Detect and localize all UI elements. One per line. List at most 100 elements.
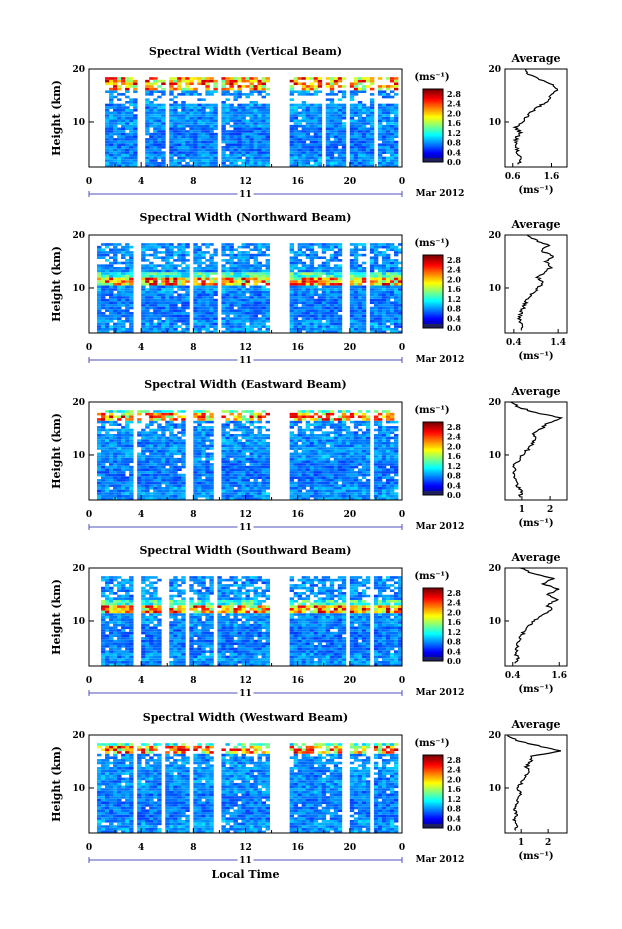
heatmap-cell [349, 304, 355, 307]
heatmap-cell [137, 484, 142, 487]
heatmap-cell [109, 261, 114, 265]
heatmap-cell [393, 151, 399, 154]
heatmap-cell [193, 410, 198, 413]
heatmap-cell [117, 489, 122, 493]
heatmap-cell [109, 412, 114, 416]
colorbar-swatch [423, 286, 443, 289]
heatmap-cell [357, 108, 363, 112]
heatmap-cell [101, 471, 106, 474]
heatmap-cell [161, 327, 166, 331]
heatmap-cell [225, 436, 230, 440]
heatmap-cell [189, 116, 194, 120]
heatmap-cell [201, 122, 206, 125]
heatmap-cell [213, 304, 218, 307]
heatmap-cell [121, 428, 126, 432]
heatmap-cell [145, 298, 150, 302]
heatmap-cell [245, 138, 250, 141]
colorbar-swatch [423, 146, 443, 148]
heatmap-cell [245, 468, 250, 472]
heatmap-cell [317, 108, 323, 112]
heatmap-cell [197, 114, 202, 117]
heatmap-cell [197, 264, 202, 267]
heatmap-cell [249, 85, 254, 88]
heatmap-cell [165, 447, 170, 450]
heatmap-cell [117, 455, 122, 458]
heatmap-cell [157, 473, 162, 477]
colorbar-swatch [423, 263, 443, 266]
heatmap-cell [213, 140, 218, 144]
heatmap-cell [153, 439, 158, 442]
heatmap-cell [213, 87, 218, 91]
heatmap-cell [193, 309, 198, 312]
heatmap-cell [201, 108, 206, 112]
heatmap-cell [205, 327, 210, 331]
heatmap-cell [337, 272, 343, 275]
heatmap-cell [145, 426, 150, 429]
heatmap-cell [245, 486, 250, 490]
heatmap-cell [305, 272, 311, 275]
heatmap-cell [225, 420, 230, 424]
heatmap-cell [193, 439, 198, 442]
heatmap-cell [233, 298, 238, 302]
heatmap-cell [301, 108, 307, 112]
colorbar-swatch [423, 297, 443, 300]
heatmap-cell [221, 497, 226, 501]
heatmap-cell [185, 327, 190, 331]
heatmap-cell [317, 119, 323, 123]
heatmap-cell [245, 471, 250, 474]
heatmap-cell [245, 457, 250, 461]
heatmap-cell [265, 325, 270, 328]
heatmap-cell [225, 314, 230, 318]
heatmap-cell [193, 301, 198, 305]
heatmap-cell [177, 82, 182, 86]
heatmap-cell [193, 114, 198, 117]
heatmap-cell [297, 122, 303, 125]
heatmap-cell [209, 486, 214, 490]
heatmap-cell [205, 148, 210, 152]
heatmap-cell [377, 159, 383, 162]
heatmap-cell [381, 264, 387, 267]
heatmap-cell [353, 245, 359, 249]
heatmap-cell [157, 494, 162, 498]
heatmap-cell [325, 153, 331, 157]
heatmap-cell [125, 108, 130, 112]
heatmap-cell [241, 441, 246, 445]
heatmap-cell [181, 269, 186, 273]
heatmap-cell [177, 312, 182, 315]
heatmap-cell [333, 164, 339, 168]
heatmap-cell [221, 119, 226, 123]
heatmap-cell [105, 111, 110, 115]
heatmap-cell [125, 434, 130, 437]
heatmap-cell [213, 90, 218, 94]
heatmap-cell [237, 486, 242, 490]
heatmap-cell [105, 314, 110, 318]
heatmap-cell [205, 243, 210, 246]
heatmap-cell [225, 77, 230, 80]
heatmap-cell [161, 418, 166, 421]
heatmap-cell [337, 277, 343, 281]
heatmap-cell [305, 325, 311, 328]
heatmap-cell [297, 146, 303, 149]
heatmap-cell [241, 161, 246, 165]
heatmap-cell [245, 135, 250, 139]
heatmap-cell [329, 85, 335, 88]
heatmap-cell [265, 119, 270, 123]
heatmap-cell [393, 327, 399, 331]
heatmap-cell [361, 164, 367, 168]
heatmap-cell [349, 82, 355, 86]
heatmap-cell [261, 330, 266, 334]
heatmap-cell [365, 127, 371, 131]
heatmap-cell [265, 306, 270, 310]
heatmap-cell [325, 148, 331, 152]
heatmap-cell [249, 164, 254, 168]
heatmap-cell [201, 473, 206, 477]
heatmap-cell [165, 436, 170, 440]
heatmap-cell [129, 288, 134, 291]
heatmap-cell [297, 274, 303, 278]
heatmap-cell [301, 153, 307, 157]
heatmap-cell [241, 103, 246, 107]
heatmap-cell [249, 151, 254, 154]
heatmap-cell [205, 290, 210, 294]
heatmap-cell [157, 274, 162, 278]
heatmap-cell [233, 114, 238, 117]
